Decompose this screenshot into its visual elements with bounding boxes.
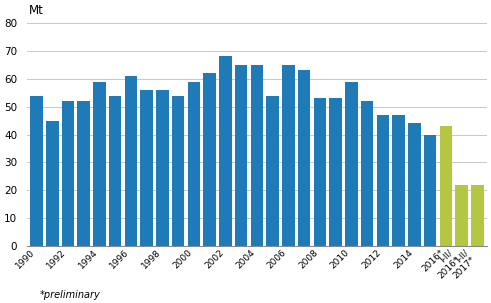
Bar bbox=[219, 56, 232, 246]
Bar bbox=[140, 90, 153, 246]
Bar bbox=[361, 101, 374, 246]
Bar bbox=[250, 65, 263, 246]
Bar bbox=[298, 70, 310, 246]
Bar bbox=[78, 101, 90, 246]
Bar bbox=[203, 73, 216, 246]
Bar bbox=[267, 95, 279, 246]
Bar bbox=[46, 121, 58, 246]
Bar bbox=[424, 135, 436, 246]
Bar bbox=[235, 65, 247, 246]
Bar bbox=[93, 82, 106, 246]
Text: *preliminary: *preliminary bbox=[39, 290, 100, 300]
Bar bbox=[471, 185, 484, 246]
Bar bbox=[156, 90, 169, 246]
Bar bbox=[408, 123, 421, 246]
Bar bbox=[125, 76, 137, 246]
Bar bbox=[392, 115, 405, 246]
Bar bbox=[329, 98, 342, 246]
Bar bbox=[345, 82, 358, 246]
Text: Mt: Mt bbox=[28, 5, 44, 17]
Bar bbox=[188, 82, 200, 246]
Bar bbox=[314, 98, 326, 246]
Bar bbox=[30, 95, 43, 246]
Bar bbox=[439, 126, 452, 246]
Bar bbox=[109, 95, 121, 246]
Bar bbox=[455, 185, 468, 246]
Bar bbox=[377, 115, 389, 246]
Bar bbox=[172, 95, 185, 246]
Bar bbox=[282, 65, 295, 246]
Bar bbox=[62, 101, 74, 246]
